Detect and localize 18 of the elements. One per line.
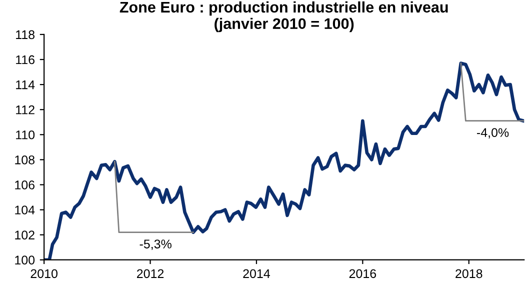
x-tick-label: 2018 [456, 269, 482, 278]
x-tick-label: 2010 [30, 269, 58, 278]
y-tick-label: 104 [15, 206, 35, 214]
chart-title: Zone Euro : production industrielle en niveau (janvier 2010 = 100) [120, 1, 448, 32]
y-tick-label: 102 [15, 230, 34, 240]
y-tick-label: 108 [15, 155, 35, 164]
x-tick-label: 2016 [349, 269, 376, 278]
x-tick-label: 2014 [243, 269, 270, 278]
y-tick-label: 114 [16, 80, 35, 90]
annotation: -4,0% [476, 128, 509, 138]
y-tick-label: 116 [16, 55, 34, 64]
y-tick-label: 110 [16, 130, 35, 140]
annotation: -5,3% [140, 240, 172, 250]
y-tick-label: 106 [15, 180, 34, 190]
y-tick-label: 100 [15, 256, 35, 265]
y-tick-label: 112 [16, 105, 34, 114]
y-tick-label: 118 [16, 30, 35, 40]
x-tick-label: 2012 [137, 269, 164, 278]
